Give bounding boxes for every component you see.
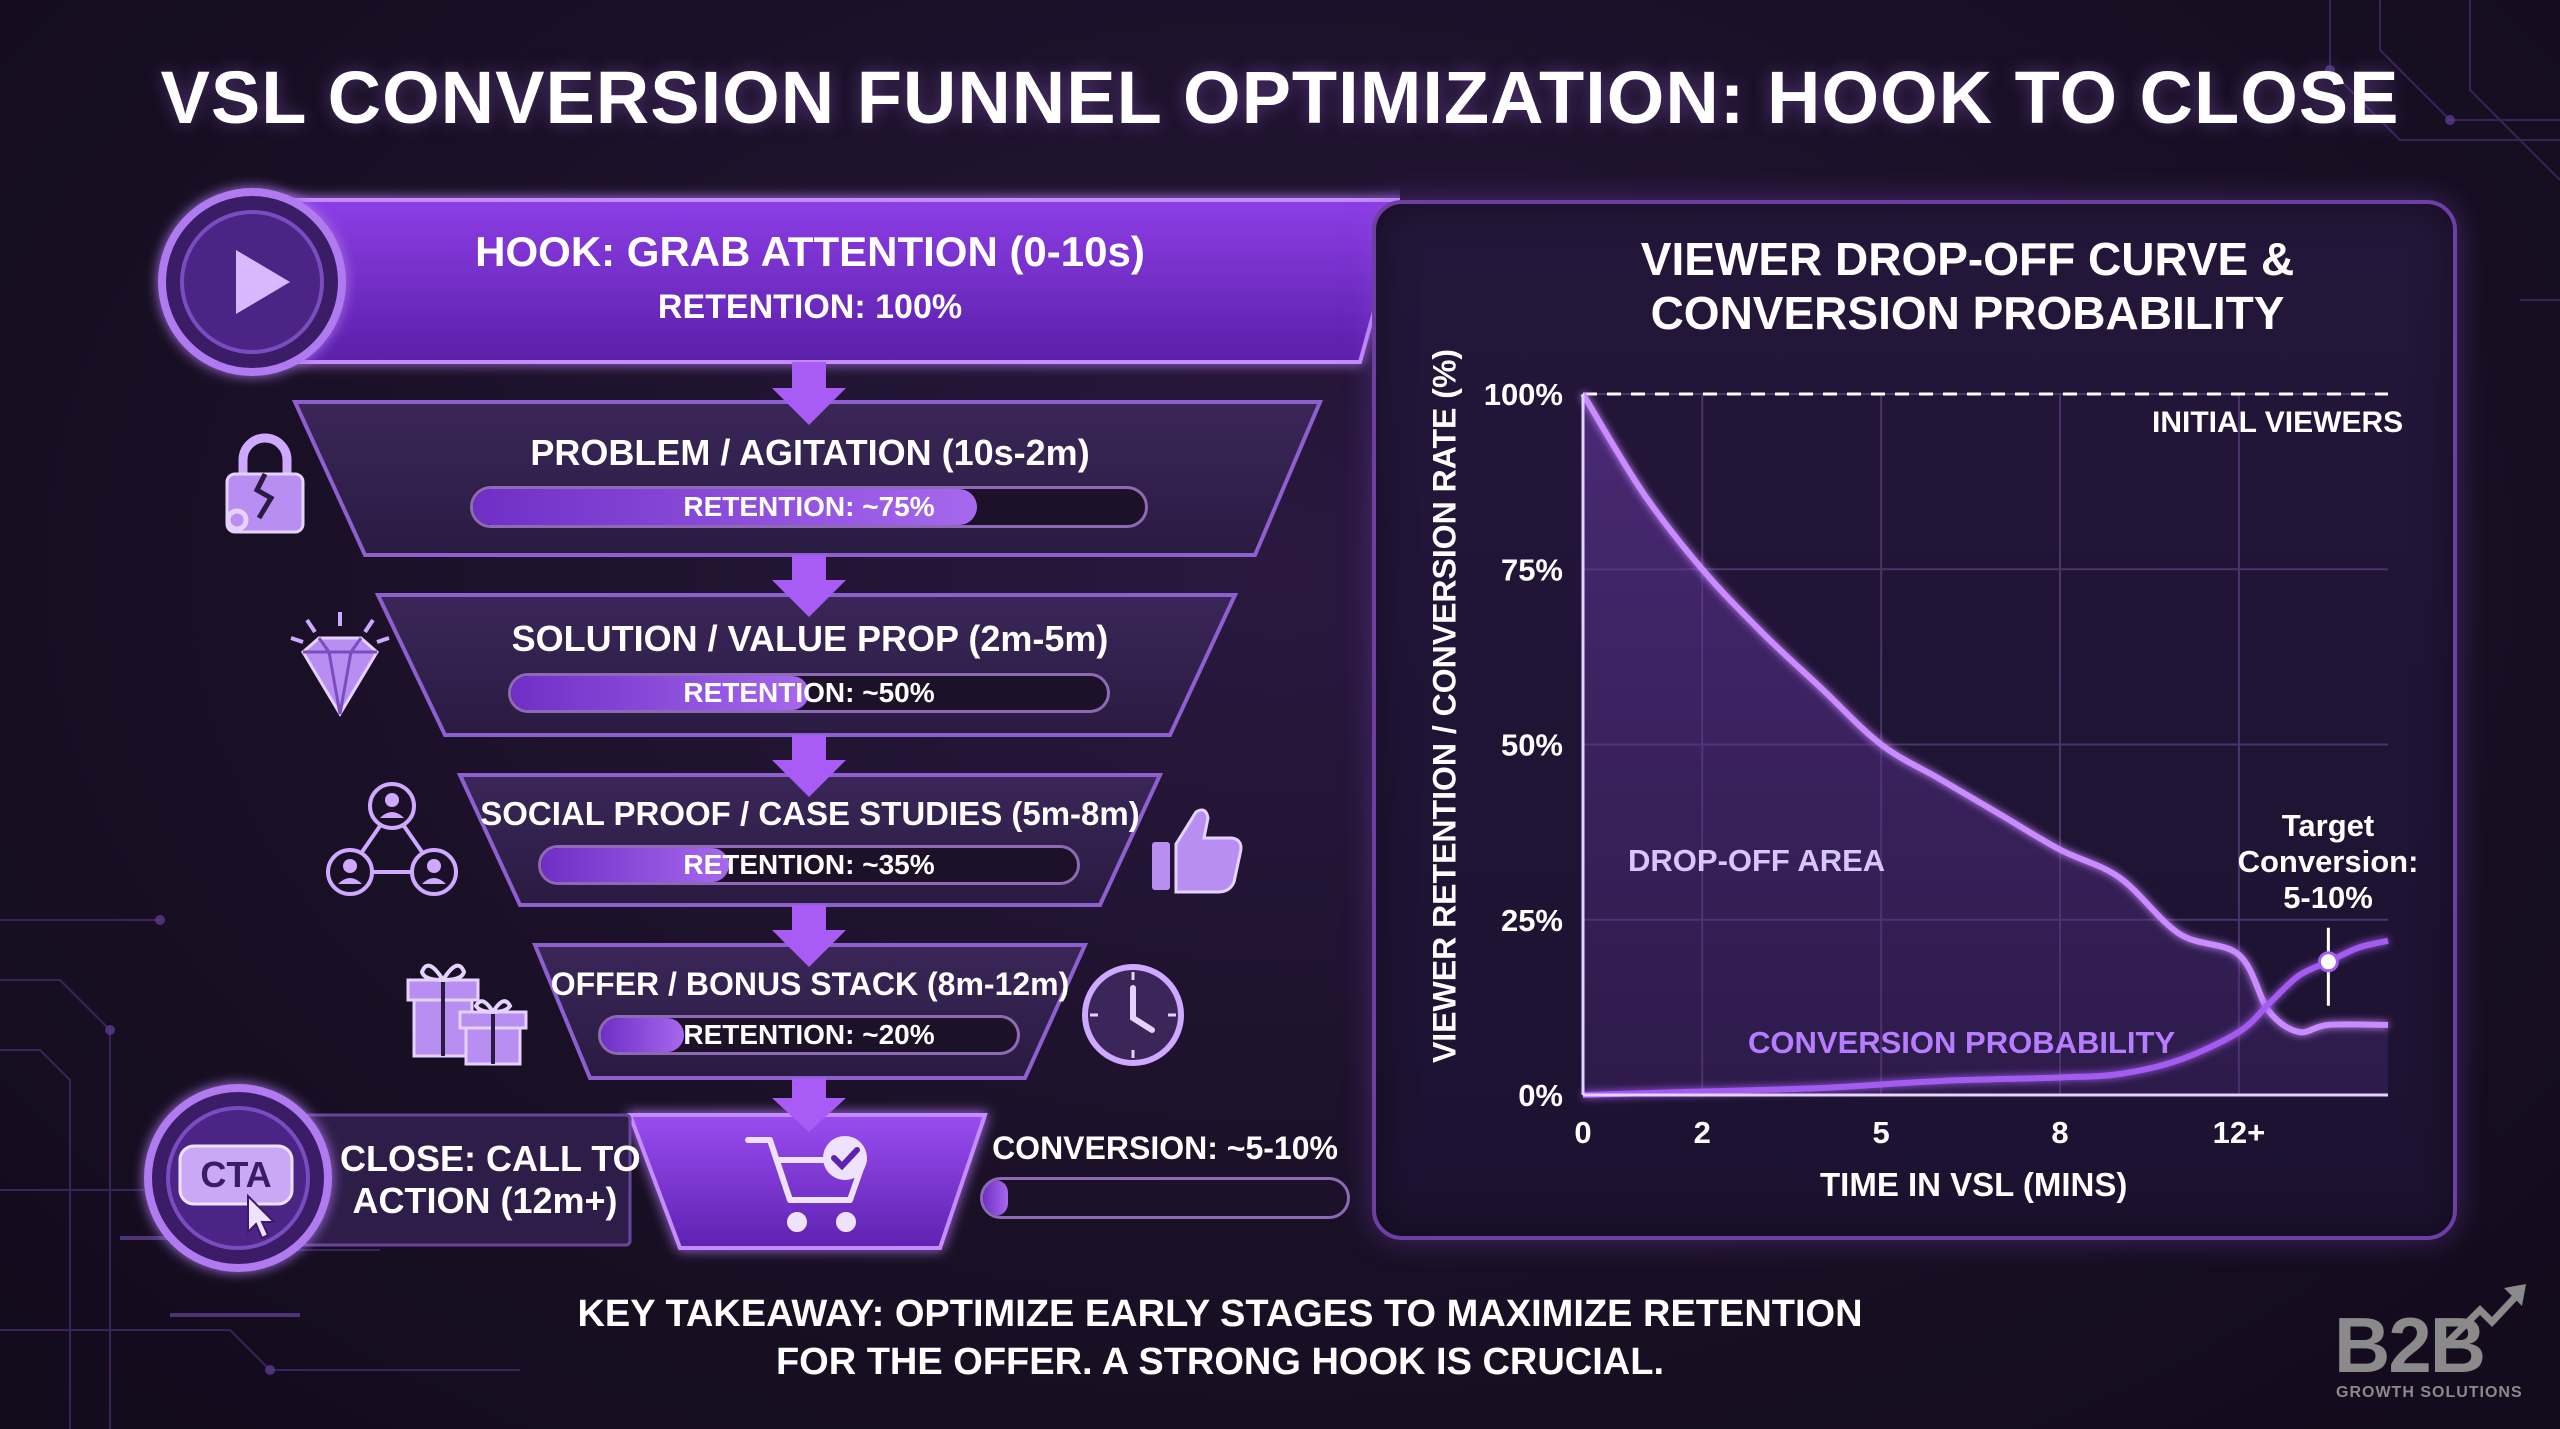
logo-subtitle: GROWTH SOLUTIONS bbox=[2336, 1384, 2523, 1401]
conversion-fill bbox=[983, 1180, 1009, 1216]
chart-title-line2: CONVERSION PROBABILITY bbox=[1650, 287, 2285, 339]
diamond-icon bbox=[290, 612, 390, 717]
stage-offer-shape bbox=[532, 943, 1089, 1080]
logo-text: B2B bbox=[2334, 1301, 2486, 1389]
stage-problem-retention: RETENTION: ~75% bbox=[683, 491, 935, 522]
y-axis-label: VIEWER RETENTION / CONVERSION RATE (%) bbox=[1426, 348, 1463, 1064]
stage-problem-shape bbox=[291, 400, 1324, 557]
stage-problem-retention-bar: RETENTION: ~75% bbox=[470, 486, 1148, 528]
stage-social-retention-bar: RETENTION: ~35% bbox=[538, 845, 1080, 885]
close-title-line1: CLOSE: CALL TO bbox=[340, 1138, 641, 1179]
cart-check-icon bbox=[745, 1137, 867, 1232]
takeaway-line2: FOR THE OFFER. A STRONG HOOK IS CRUCIAL. bbox=[775, 1341, 1665, 1383]
stage-social-retention: RETENTION: ~35% bbox=[683, 849, 935, 880]
stage-solution-retention: RETENTION: ~50% bbox=[683, 677, 935, 708]
annotation-text: Target Conversion: 5-10% bbox=[2228, 808, 2428, 916]
stage-solution-title: SOLUTION / VALUE PROP (2m-5m) bbox=[511, 618, 1109, 659]
chart-panel bbox=[1372, 200, 2457, 1240]
clock-icon bbox=[1082, 964, 1184, 1066]
annotation-line1: Target bbox=[2281, 808, 2375, 843]
conversion-bar bbox=[980, 1177, 1350, 1219]
close-title-line2: ACTION (12m+) bbox=[352, 1180, 618, 1221]
stage-solution-shape bbox=[374, 593, 1239, 737]
reference-line-label: INITIAL VIEWERS bbox=[2152, 406, 2404, 439]
close-funnel-shape bbox=[627, 1113, 988, 1250]
retention-fill bbox=[601, 1018, 685, 1052]
retention-fill bbox=[541, 848, 729, 882]
retention-fill bbox=[511, 676, 809, 710]
series-label-dropoff: DROP-OFF AREA bbox=[1628, 843, 1886, 878]
play-icon bbox=[158, 188, 346, 376]
key-takeaway: KEY TAKEAWAY: OPTIMIZE EARLY STAGES TO M… bbox=[0, 1290, 2560, 1386]
check-badge-icon bbox=[823, 1136, 867, 1180]
cta-label: CTA bbox=[200, 1154, 272, 1195]
stage-solution-retention-bar: RETENTION: ~50% bbox=[508, 673, 1110, 713]
annotation-line3: 5-10% bbox=[2283, 880, 2373, 915]
stage-problem-title: PROBLEM / AGITATION (10s-2m) bbox=[530, 432, 1090, 473]
thumbs-up-icon bbox=[1152, 808, 1243, 894]
hook-title: HOOK: GRAB ATTENTION (0-10s) bbox=[475, 228, 1145, 275]
annotation-line2: Conversion: bbox=[2237, 844, 2419, 879]
hook-banner bbox=[257, 198, 1400, 364]
stage-offer-retention: RETENTION: ~20% bbox=[683, 1019, 935, 1050]
chart-title: VIEWER DROP-OFF CURVE & CONVERSION PROBA… bbox=[1400, 232, 2535, 340]
hook-retention: RETENTION: 100% bbox=[657, 288, 963, 326]
series-label-conversion: CONVERSION PROBABILITY bbox=[1748, 1025, 2176, 1060]
stage-offer-title: OFFER / BONUS STACK (8m-12m) bbox=[550, 966, 1070, 1002]
takeaway-line1: KEY TAKEAWAY: OPTIMIZE EARLY STAGES TO M… bbox=[577, 1293, 1863, 1335]
x-axis-label: TIME IN VSL (MINS) bbox=[1820, 1166, 2128, 1203]
chart-title-line1: VIEWER DROP-OFF CURVE & bbox=[1640, 233, 2295, 285]
retention-fill bbox=[473, 489, 977, 525]
stage-social-title: SOCIAL PROOF / CASE STUDIES (5m-8m) bbox=[480, 795, 1140, 832]
stage-offer-retention-bar: RETENTION: ~20% bbox=[598, 1015, 1020, 1055]
main-title: VSL CONVERSION FUNNEL OPTIMIZATION: HOOK… bbox=[160, 56, 2400, 139]
conversion-label: CONVERSION: ~5-10% bbox=[992, 1130, 1338, 1166]
broken-lock-icon bbox=[225, 433, 305, 534]
gift-icon bbox=[406, 963, 528, 1066]
network-users-icon bbox=[326, 782, 458, 896]
